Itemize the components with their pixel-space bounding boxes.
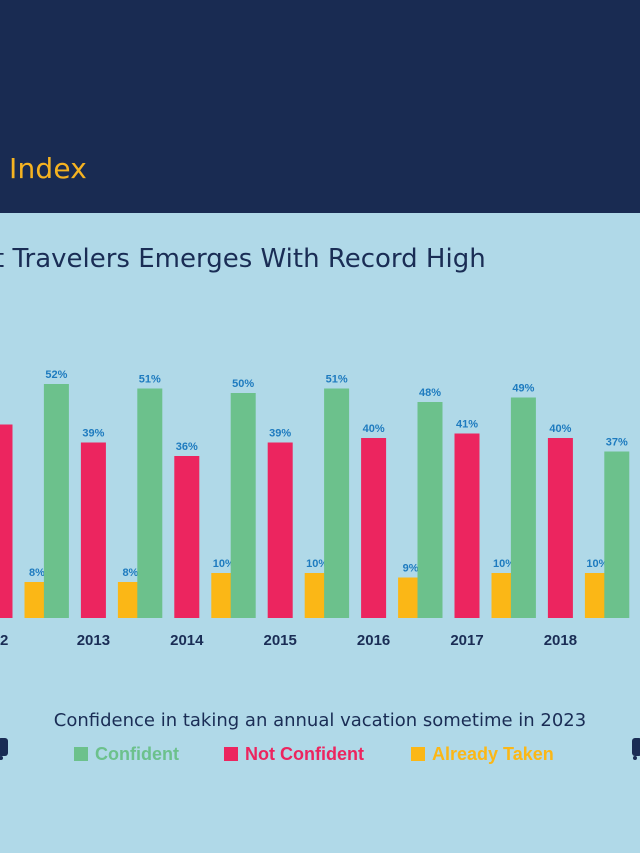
data-label-confident-2016: 51% (326, 374, 348, 386)
x-tick-label: 2015 (264, 632, 297, 649)
bar-confident-2014 (137, 388, 163, 618)
data-label-not-confident-2018: 40% (549, 423, 571, 435)
page-title: Index (9, 152, 88, 185)
bar-not-confident-2017 (454, 433, 480, 618)
data-label-confident-2017: 48% (419, 387, 441, 399)
header-banner: Index (0, 0, 640, 213)
bar-not-confident-2014 (174, 456, 200, 618)
bar-not-confident-2013 (80, 442, 106, 618)
data-label-already-taken-12: 8% (29, 567, 45, 579)
data-label-confident-2015: 50% (232, 378, 254, 390)
bar-not-confident-12 (0, 424, 13, 618)
data-label-not-confident-2017: 41% (456, 419, 478, 431)
data-label-confident-20: 37% (606, 437, 628, 449)
legend-item-already-taken: Already Taken (411, 743, 554, 765)
x-tick-label: 2016 (357, 632, 390, 649)
data-label-confident-2014: 51% (139, 374, 161, 386)
data-label-already-taken-2014: 10% (213, 558, 235, 570)
bar-not-confident-2016 (361, 438, 387, 618)
data-label-not-confident-2014: 36% (176, 441, 198, 453)
data-label-already-taken-2016: 9% (403, 563, 419, 575)
bar-confident-20 (604, 451, 630, 618)
x-tick-label: 12 (0, 632, 8, 649)
legend-item-not-confident: Not Confident (224, 743, 364, 765)
person-icon (632, 738, 640, 760)
data-label-confident-2018: 49% (512, 383, 534, 395)
chart-subtitle: t Travelers Emerges With Record High (0, 244, 486, 274)
data-label-not-confident-2016: 40% (363, 423, 385, 435)
bar-confident-2016 (324, 388, 350, 618)
bar-confident-2017 (417, 402, 443, 618)
x-tick-label: 2017 (450, 632, 483, 649)
data-label-confident-2013: 52% (45, 369, 67, 381)
legend-label-already-taken: Already Taken (432, 743, 554, 764)
bar-not-confident-2015 (267, 442, 293, 618)
legend-swatch-already-taken (411, 747, 425, 761)
bar-confident-2018 (510, 397, 536, 618)
bar-confident-2013 (43, 384, 69, 618)
person-icon (0, 738, 8, 760)
legend-label-not-confident: Not Confident (245, 743, 364, 764)
bar-confident-2015 (230, 393, 256, 618)
x-tick-label: 2014 (170, 632, 204, 649)
bar-not-confident-2018 (547, 438, 573, 618)
data-label-not-confident-2015: 39% (269, 428, 291, 440)
x-tick-label: 2018 (544, 632, 577, 649)
data-label-already-taken-2013: 8% (122, 567, 138, 579)
legend-title: Confidence in taking an annual vacation … (53, 710, 587, 731)
bar-chart: 8% 12 52% 39% 8% 2013 51% 36% 10% 2014 50% 39% 10% 20… (0, 369, 630, 649)
data-label-already-taken-2017: 10% (493, 558, 515, 570)
x-tick-label: 2013 (77, 632, 110, 649)
legend-swatch-not-confident (224, 747, 238, 761)
data-label-not-confident-2013: 39% (82, 428, 104, 440)
data-label-already-taken-2015: 10% (306, 558, 328, 570)
legend-swatch-confident (74, 747, 88, 761)
data-label-already-taken-2018: 10% (586, 558, 608, 570)
legend-label-confident: Confident (95, 743, 179, 764)
legend-item-confident: Confident (74, 743, 179, 765)
